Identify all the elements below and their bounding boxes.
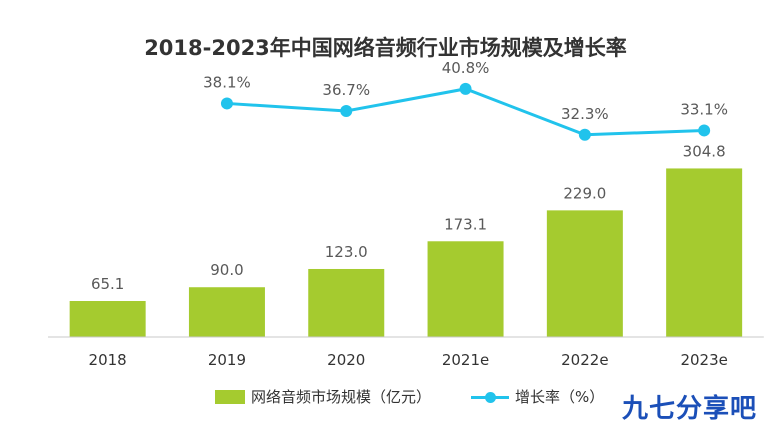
chart-legend: 网络音频市场规模（亿元） 增长率（%）	[215, 386, 604, 407]
growth-value-label: 32.3%	[561, 105, 609, 123]
growth-value-label: 36.7%	[322, 81, 370, 99]
x-tick-label: 2021e	[442, 351, 489, 369]
legend-bar-label: 网络音频市场规模（亿元）	[251, 388, 432, 406]
x-tick-label: 2023e	[680, 351, 727, 369]
growth-point-2020	[340, 105, 353, 117]
bar-value-label: 229.0	[563, 184, 606, 202]
growth-point-2019	[220, 97, 233, 110]
legend-bar-swatch	[215, 389, 245, 404]
bar-2023e	[666, 168, 743, 337]
bar-2022e	[546, 210, 623, 337]
watermark-logo: 九七分享吧	[622, 394, 758, 424]
bar-value-label: 304.8	[683, 142, 726, 160]
x-tick-label: 2022e	[561, 351, 608, 369]
growth-value-label: 40.8%	[442, 59, 490, 77]
bar-2019	[188, 287, 265, 337]
legend-line-swatch	[471, 390, 510, 404]
bar-value-label: 123.0	[325, 243, 368, 261]
bar-value-label: 90.0	[210, 261, 243, 279]
bar-2021e	[427, 241, 504, 337]
x-tick-label: 2018	[89, 351, 127, 369]
x-tick-label: 2019	[208, 351, 246, 369]
bar-2018	[69, 300, 146, 337]
chart-title: 2018-2023年中国网络音频行业市场规模及增长率	[144, 36, 627, 60]
bar-value-label: 65.1	[91, 275, 124, 293]
growth-value-label: 38.1%	[203, 73, 251, 91]
x-tick-label: 2020	[327, 351, 365, 369]
growth-point-2021e	[459, 82, 472, 95]
legend-line-label: 增长率（%）	[515, 388, 605, 406]
bar-value-label: 173.1	[444, 215, 487, 233]
growth-value-label: 33.1%	[680, 100, 728, 118]
growth-rate-line	[226, 87, 705, 137]
growth-point-2022e	[578, 128, 591, 141]
bar-2020	[308, 268, 385, 337]
growth-point-2023e	[698, 124, 711, 137]
